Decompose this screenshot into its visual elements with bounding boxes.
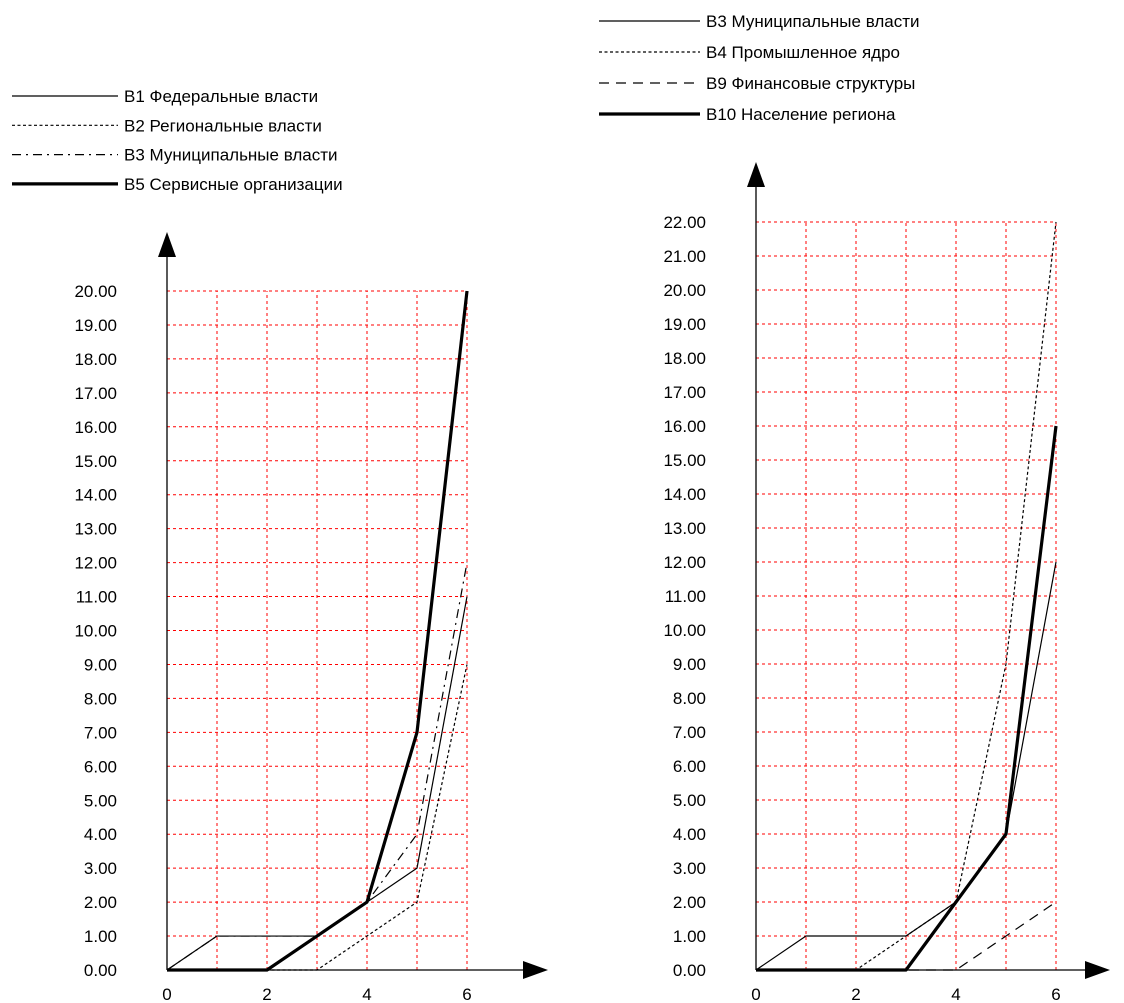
y-tick-label: 15.00 bbox=[74, 452, 117, 471]
y-tick-label: 0.00 bbox=[84, 961, 117, 980]
legend-label: B10 Население региона bbox=[706, 105, 896, 124]
y-tick-label: 19.00 bbox=[74, 316, 117, 335]
grid bbox=[167, 290, 468, 970]
y-tick-label: 11.00 bbox=[665, 587, 706, 606]
y-axis-arrow-icon bbox=[158, 232, 176, 257]
y-tick-label: 15.00 bbox=[663, 451, 706, 470]
grid bbox=[756, 221, 1057, 970]
x-tick-label: 4 bbox=[362, 985, 371, 1003]
series-line-4 bbox=[756, 425, 1058, 972]
y-tick-label: 14.00 bbox=[663, 485, 706, 504]
y-tick-label: 21.00 bbox=[663, 247, 706, 266]
y-tick-label: 8.00 bbox=[673, 689, 706, 708]
x-tick-label: 6 bbox=[1051, 985, 1060, 1003]
legend-label: B3 Муниципальные власти bbox=[124, 146, 338, 165]
y-tick-label: 7.00 bbox=[84, 723, 117, 742]
y-tick-label: 5.00 bbox=[84, 791, 117, 810]
chart-left: 0.00 1.00 2.00 3.00 4.00 5.00 6.00 7.00 8.00 9.00… bbox=[12, 87, 548, 1003]
y-tick-label: 6.00 bbox=[673, 757, 706, 776]
x-axis-arrow-icon bbox=[523, 961, 548, 979]
y-tick-label: 20.00 bbox=[74, 282, 117, 301]
y-tick-label: 17.00 bbox=[663, 383, 706, 402]
y-tick-label: 12.00 bbox=[663, 553, 706, 572]
y-tick-label: 16.00 bbox=[663, 417, 706, 436]
y-tick-label: 4.00 bbox=[673, 825, 706, 844]
y-tick-label: 19.00 bbox=[663, 315, 706, 334]
y-tick-label: 17.00 bbox=[74, 384, 117, 403]
y-tick-label: 20.00 bbox=[663, 281, 706, 300]
legend-label: B3 Муниципальные власти bbox=[706, 12, 920, 31]
legend-label: B4 Промышленное ядро bbox=[706, 43, 900, 62]
y-tick-label: 11.00 bbox=[76, 588, 117, 607]
x-tick-label: 4 bbox=[951, 985, 960, 1003]
y-tick-label: 6.00 bbox=[84, 757, 117, 776]
x-tick-label: 2 bbox=[851, 985, 860, 1003]
series-line-3 bbox=[756, 901, 1057, 971]
y-tick-label: 22.00 bbox=[663, 213, 706, 232]
legend: B1 Федеральные власти B2 Региональные вла… bbox=[12, 87, 343, 194]
y-tick-label: 4.00 bbox=[84, 825, 117, 844]
x-tick-label: 0 bbox=[751, 985, 760, 1003]
y-tick-label: 9.00 bbox=[84, 655, 117, 674]
y-tick-label: 12.00 bbox=[74, 554, 117, 573]
y-axis-arrow-icon bbox=[747, 162, 765, 187]
y-tick-label: 5.00 bbox=[673, 791, 706, 810]
x-tick-label: 2 bbox=[262, 985, 271, 1003]
y-tick-label: 18.00 bbox=[663, 349, 706, 368]
y-tick-label: 10.00 bbox=[74, 622, 117, 641]
y-tick-label: 13.00 bbox=[74, 520, 117, 539]
y-tick-label: 16.00 bbox=[74, 418, 117, 437]
y-tick-label: 2.00 bbox=[84, 893, 117, 912]
y-tick-label: 9.00 bbox=[673, 655, 706, 674]
series-line-4 bbox=[167, 290, 469, 972]
legend: B3 Муниципальные власти B4 Промышленное я… bbox=[599, 12, 920, 124]
y-tick-label: 2.00 bbox=[673, 893, 706, 912]
y-tick-label: 10.00 bbox=[663, 621, 706, 640]
y-tick-label: 14.00 bbox=[74, 486, 117, 505]
x-axis-arrow-icon bbox=[1085, 961, 1110, 979]
y-tick-label: 3.00 bbox=[673, 859, 706, 878]
legend-label: B9 Финансовые структуры bbox=[706, 74, 915, 93]
y-tick-label: 8.00 bbox=[84, 689, 117, 708]
y-tick-label: 1.00 bbox=[84, 927, 117, 946]
chart-right: 0.00 1.00 2.00 3.00 4.00 5.00 6.00 7.00 8.00 9.00… bbox=[599, 12, 1110, 1003]
y-tick-label: 1.00 bbox=[673, 927, 706, 946]
legend-label: B1 Федеральные власти bbox=[124, 87, 318, 106]
x-tick-label: 6 bbox=[462, 985, 471, 1003]
y-tick-label: 0.00 bbox=[673, 961, 706, 980]
legend-label: B5 Сервисные организации bbox=[124, 175, 343, 194]
y-tick-label: 18.00 bbox=[74, 350, 117, 369]
legend-label: B2 Региональные власти bbox=[124, 116, 322, 135]
x-tick-label: 0 bbox=[162, 985, 171, 1003]
y-tick-label: 7.00 bbox=[673, 723, 706, 742]
y-tick-label: 3.00 bbox=[84, 859, 117, 878]
y-tick-label: 13.00 bbox=[663, 519, 706, 538]
